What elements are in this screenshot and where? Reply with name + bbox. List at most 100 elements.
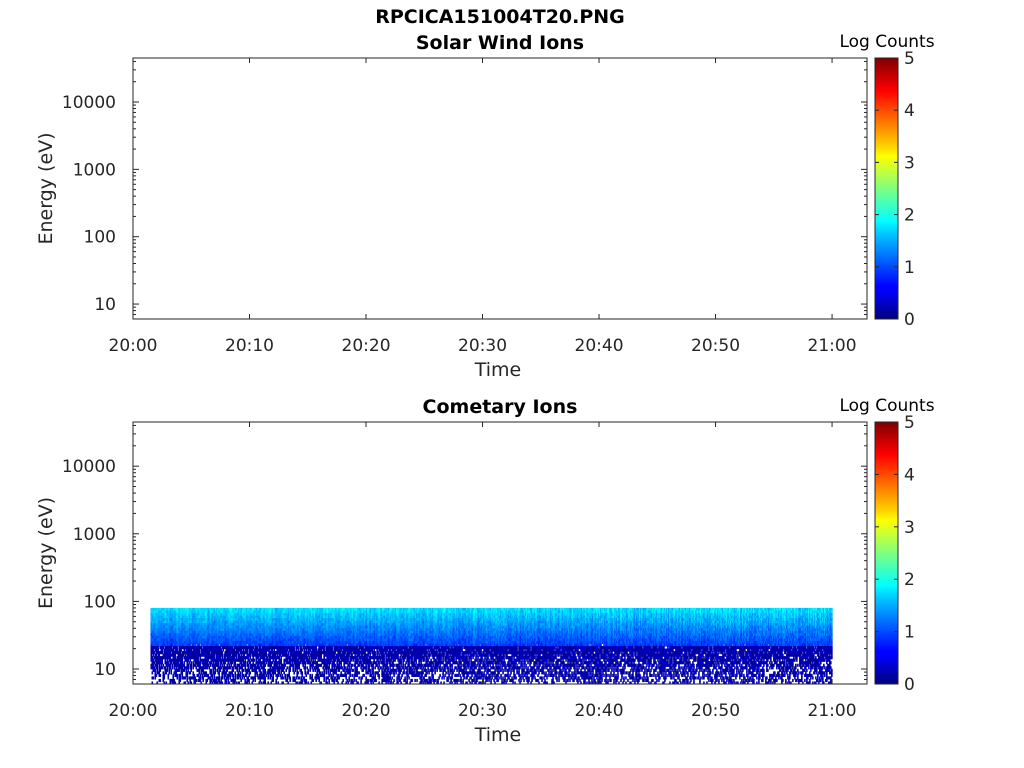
spectrogram-cell <box>170 630 173 634</box>
spectrogram-cell <box>152 630 155 634</box>
spectrogram-cell <box>180 666 183 670</box>
spectrogram-cell <box>160 635 163 639</box>
spectrogram-cell <box>187 620 190 624</box>
spectrogram-cell <box>180 671 183 675</box>
spectrogram-cell <box>182 620 185 624</box>
spectrogram-cell <box>196 620 199 624</box>
spectrogram-cell <box>177 668 180 672</box>
spectrogram-cell <box>150 635 153 639</box>
spectrogram-cell <box>151 635 154 639</box>
spectrogram-cell <box>185 673 188 677</box>
spectrogram-cell <box>169 623 172 627</box>
spectrogram-cell <box>158 663 161 667</box>
spectrogram-cell <box>182 651 185 655</box>
spectrogram-cell <box>190 661 193 665</box>
spectrogram-cell <box>187 625 190 629</box>
spectrogram-cell <box>156 668 159 672</box>
spectrogram-cell <box>180 645 183 650</box>
spectrogram-cell <box>201 673 204 677</box>
spectrogram-cell <box>193 638 196 642</box>
spectrogram-cell <box>152 648 155 652</box>
spectrogram-cell <box>200 613 203 617</box>
spectrogram-cell <box>186 653 189 657</box>
spectrogram-cell <box>178 633 181 637</box>
spectrogram-cell <box>151 658 154 662</box>
spectrogram-cell <box>199 633 202 637</box>
spectrogram-cell <box>206 623 209 627</box>
spectrogram-cell <box>168 668 171 672</box>
spectrogram-cell <box>194 663 197 667</box>
spectrogram-cell <box>164 625 167 629</box>
spectrogram-cell <box>205 673 208 677</box>
spectrogram-cell <box>185 610 188 614</box>
spectrogram-cell <box>171 681 174 684</box>
spectrogram-cell <box>166 643 169 647</box>
spectrogram-cell <box>161 623 164 627</box>
spectrogram-cell <box>206 638 209 642</box>
spectrogram-cell <box>198 623 201 627</box>
spectrogram-cell <box>182 610 185 614</box>
spectrogram-cell <box>154 620 157 624</box>
spectrogram-cell <box>197 630 200 634</box>
spectrogram-cell <box>172 607 175 612</box>
spectrogram-cell <box>167 651 170 655</box>
spectrogram-cell <box>189 678 192 683</box>
spectrogram-cell <box>167 623 170 627</box>
spectrogram-cell <box>173 656 176 660</box>
spectrogram-cell <box>152 607 155 612</box>
spectrogram-cell <box>158 630 161 634</box>
spectrogram-cell <box>172 658 175 662</box>
spectrogram-cell <box>203 673 206 677</box>
spectrogram-cell <box>174 633 177 637</box>
spectrogram-cell <box>190 645 193 650</box>
spectrogram-cell <box>160 618 163 622</box>
spectrogram-cell <box>199 620 202 624</box>
spectrogram-cell <box>187 613 190 617</box>
spectrogram-cell <box>190 613 193 617</box>
spectrogram-cell <box>176 668 179 672</box>
spectrogram-cell <box>158 607 161 612</box>
spectrogram-cell <box>183 666 186 670</box>
spectrogram-cell <box>181 663 184 667</box>
spectrogram-cell <box>165 661 168 665</box>
spectrogram-cell <box>168 628 171 632</box>
spectrogram-cell <box>171 640 174 645</box>
spectrogram-cell <box>194 640 197 645</box>
y-tick-label: 1000 <box>73 160 116 180</box>
spectrogram-cell <box>184 623 187 627</box>
spectrogram-cell <box>180 640 183 645</box>
spectrogram-cell <box>199 607 202 612</box>
spectrogram-cell <box>159 607 162 612</box>
spectrogram-cell <box>165 635 168 639</box>
spectrogram-cell <box>182 645 185 650</box>
spectrogram-cell <box>165 628 168 632</box>
spectrogram-cell <box>161 666 164 670</box>
spectrogram-cell <box>185 607 188 612</box>
spectrogram-cell <box>186 648 189 652</box>
spectrogram-cell <box>175 663 178 667</box>
spectrogram-cell <box>180 620 183 624</box>
colorbar-label: Log Counts <box>839 32 934 52</box>
spectrogram-cell <box>158 673 161 677</box>
spectrogram-cell <box>151 633 154 637</box>
spectrogram-cell <box>177 630 180 634</box>
spectrogram-cell <box>174 618 177 622</box>
spectrogram-cell <box>202 610 205 614</box>
spectrogram-cell <box>205 648 208 652</box>
spectrogram-cell <box>167 633 170 637</box>
spectrogram-cell <box>197 623 200 627</box>
spectrogram-cell <box>171 630 174 634</box>
spectrogram-cell <box>173 607 176 612</box>
spectrogram-cell <box>153 625 156 629</box>
spectrogram-cell <box>173 645 176 650</box>
spectrogram-cell <box>159 620 162 624</box>
spectrogram-cell <box>198 615 201 619</box>
spectrogram-cell <box>174 673 177 677</box>
spectrogram-cell <box>179 625 182 629</box>
spectrogram-cell <box>204 661 207 665</box>
spectrogram-cell <box>156 645 159 650</box>
spectrogram-cell <box>154 658 157 662</box>
spectrogram-cell <box>160 640 163 645</box>
spectrogram-cell <box>159 623 162 627</box>
spectrogram-cell <box>200 638 203 642</box>
